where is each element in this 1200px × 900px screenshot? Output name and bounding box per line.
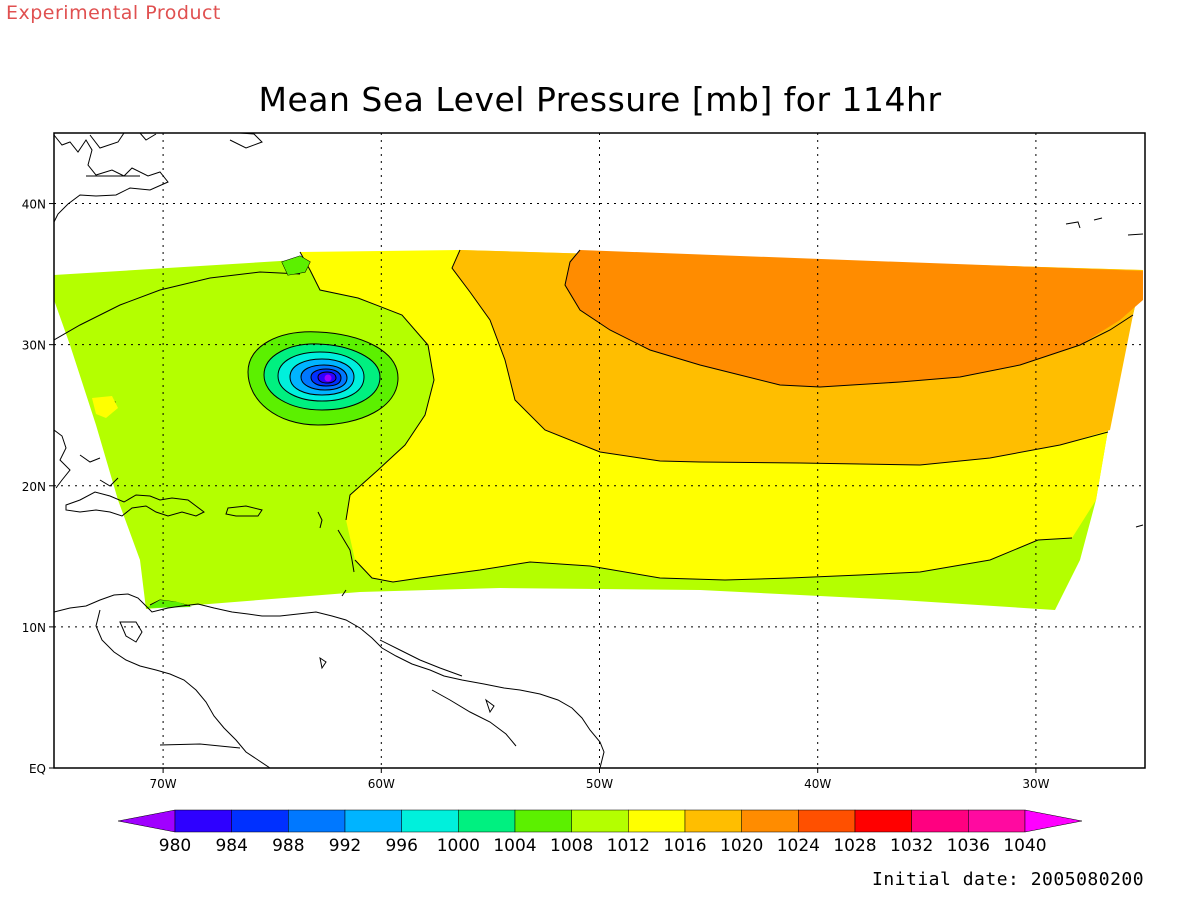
lat-tick-label: 30N bbox=[22, 339, 46, 353]
colorbar-swatch bbox=[968, 809, 1026, 833]
colorbar-swatch bbox=[684, 809, 742, 833]
colorbar-swatch bbox=[458, 809, 516, 833]
colorbar-low-arrow bbox=[117, 809, 176, 833]
lat-tick-label: EQ bbox=[29, 762, 46, 776]
lon-tick-label: 70W bbox=[150, 777, 177, 791]
colorbar-swatch bbox=[231, 809, 289, 833]
colorbar-swatch bbox=[174, 809, 232, 833]
pressure-band-980 bbox=[324, 374, 332, 382]
colorbar-label: 1012 bbox=[607, 836, 650, 856]
colorbar-swatch bbox=[344, 809, 402, 833]
colorbar-swatch bbox=[571, 809, 629, 833]
colorbar-swatch bbox=[628, 809, 686, 833]
colorbar-swatch bbox=[798, 809, 856, 833]
colorbar-swatch bbox=[741, 809, 799, 833]
lon-tick-label: 40W bbox=[804, 777, 831, 791]
high-contours bbox=[54, 249, 1134, 607]
colorbar-label: 1028 bbox=[833, 836, 876, 856]
colorbar-high-arrow bbox=[1024, 809, 1083, 833]
lon-tick-label: 30W bbox=[1022, 777, 1049, 791]
colorbar-label: 1008 bbox=[550, 836, 593, 856]
colorbar-label: 1016 bbox=[663, 836, 706, 856]
colorbar-label: 1024 bbox=[777, 836, 820, 856]
lat-tick-label: 10N bbox=[22, 621, 46, 635]
lon-tick-label: 50W bbox=[586, 777, 613, 791]
pressure-band-1024 bbox=[565, 250, 1143, 387]
map-grid bbox=[54, 133, 1145, 768]
experimental-product-label: Experimental Product bbox=[6, 2, 221, 24]
colorbar-swatch bbox=[401, 809, 459, 833]
colorbar-label: 1020 bbox=[720, 836, 763, 856]
colorbar-label: 984 bbox=[215, 836, 247, 856]
colorbar-swatch bbox=[514, 809, 572, 833]
lat-tick-label: 20N bbox=[22, 480, 46, 494]
colorbar-label: 992 bbox=[329, 836, 361, 856]
colorbar-label: 980 bbox=[159, 836, 191, 856]
colorbar-label: 1036 bbox=[947, 836, 990, 856]
colorbar-label: 1032 bbox=[890, 836, 933, 856]
colorbar-swatch bbox=[854, 809, 912, 833]
colorbar: 980 984 988 992 996 1000 1004 1008 1012 1016 1020 1… bbox=[117, 809, 1083, 856]
colorbar-swatch bbox=[288, 809, 346, 833]
coastlines bbox=[54, 133, 1144, 768]
map-title: Mean Sea Level Pressure [mb] for 114hr bbox=[258, 80, 942, 119]
colorbar-label: 996 bbox=[385, 836, 417, 856]
initial-date: Initial date: 2005080200 bbox=[872, 869, 1145, 890]
lon-tick-label: 60W bbox=[368, 777, 395, 791]
axis-labels: 70W 60W 50W 40W 30W EQ 10N 20N 30N 40N bbox=[22, 198, 1050, 791]
low-contours bbox=[247, 331, 399, 426]
lat-tick-label: 40N bbox=[22, 198, 46, 212]
colorbar-label: 988 bbox=[272, 836, 304, 856]
colorbar-label: 1000 bbox=[437, 836, 480, 856]
colorbar-label: 1040 bbox=[1003, 836, 1046, 856]
colorbar-swatch bbox=[911, 809, 969, 833]
pressure-field bbox=[54, 133, 1144, 768]
colorbar-label: 1004 bbox=[493, 836, 536, 856]
